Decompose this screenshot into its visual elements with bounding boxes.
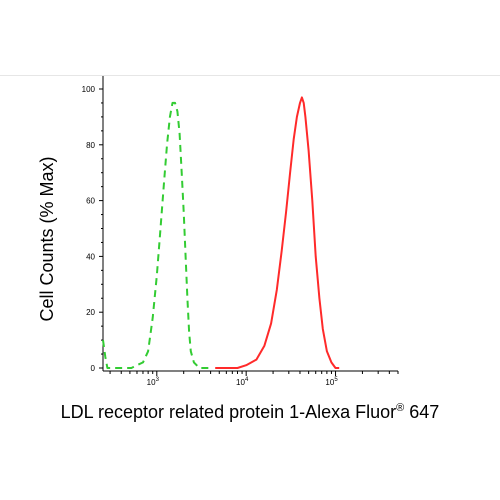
- control-histogram-line: [102, 101, 211, 369]
- x-axis-label: LDL receptor related protein 1-Alexa Flu…: [0, 402, 500, 423]
- x-tick-base: 10: [236, 378, 245, 387]
- y-tick-label: 20: [86, 308, 95, 317]
- chart-axes: [102, 76, 398, 372]
- x-tick-exponent: 3: [156, 377, 160, 383]
- x-tick-label: 103: [147, 377, 160, 387]
- y-tick-label: 40: [86, 252, 95, 261]
- x-tick-label: 104: [236, 377, 249, 387]
- histogram-series: [102, 96, 340, 369]
- sample-histogram-line: [215, 96, 340, 369]
- x-axis-label-tail: 647: [404, 402, 440, 422]
- top-divider: [0, 75, 500, 76]
- y-axis-label: Cell Counts (% Max): [37, 156, 57, 322]
- x-tick-label: 105: [325, 377, 338, 387]
- y-tick-label: 100: [82, 85, 96, 94]
- x-axis-ticks: 103 104 105: [109, 371, 399, 387]
- y-tick-label: 0: [91, 364, 96, 373]
- x-tick-exponent: 5: [334, 377, 338, 383]
- y-axis-ticks: 0 20 40 60 80 100: [82, 85, 103, 373]
- x-axis-label-main: LDL receptor related protein 1-Alexa Flu…: [60, 402, 397, 422]
- x-tick-exponent: 4: [245, 377, 249, 383]
- x-tick-base: 10: [325, 378, 334, 387]
- y-tick-label: 60: [86, 197, 95, 206]
- x-tick-base: 10: [147, 378, 156, 387]
- x-axis-label-registered-mark: ®: [396, 402, 405, 414]
- y-tick-label: 80: [86, 141, 95, 150]
